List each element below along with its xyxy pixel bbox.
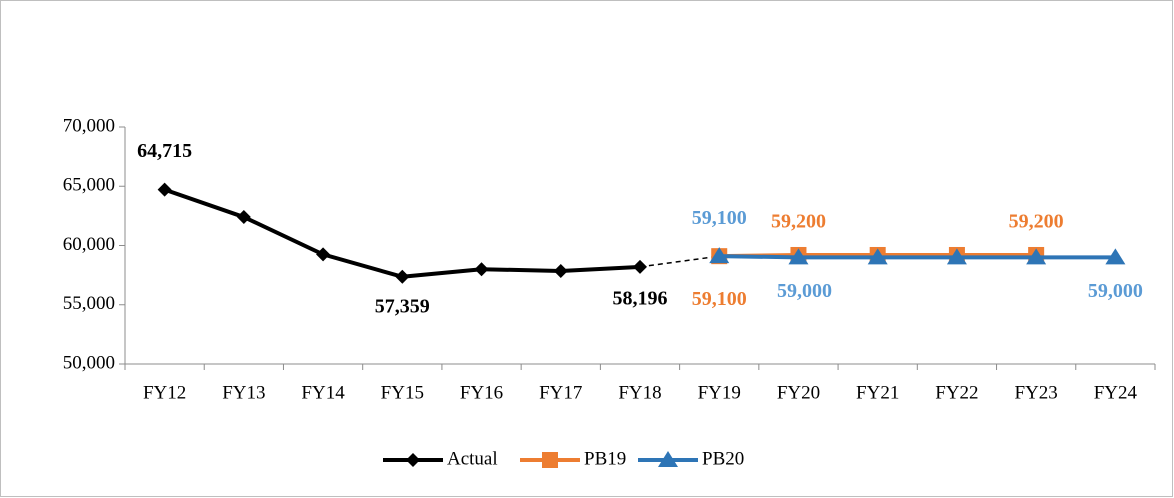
x-tick-label: FY13	[222, 382, 265, 403]
y-tick-label: 55,000	[63, 293, 115, 314]
marker	[867, 248, 888, 265]
legend-label: PB20	[702, 448, 744, 469]
legend-marker	[658, 451, 678, 467]
x-tick-label: FY19	[698, 382, 741, 403]
data-label: 58,196	[613, 287, 668, 309]
data-label: 57,359	[375, 295, 430, 317]
marker	[788, 248, 809, 265]
legend-label: PB19	[584, 448, 626, 469]
legend-marker	[406, 453, 420, 467]
marker	[316, 247, 331, 262]
x-tick-label: FY23	[1015, 382, 1058, 403]
marker	[157, 182, 172, 197]
legend-label: Actual	[447, 448, 498, 469]
x-tick-label: FY24	[1094, 382, 1138, 403]
series-line	[719, 254, 1116, 260]
marker	[633, 259, 647, 274]
x-tick-label: FY18	[618, 382, 661, 403]
connector	[639, 255, 720, 268]
x-tick-label: FY20	[777, 382, 820, 403]
y-tick-label: 50,000	[63, 352, 115, 373]
marker	[1026, 248, 1047, 265]
y-tick-label: 65,000	[63, 175, 115, 196]
marker	[946, 248, 967, 265]
data-label: 59,000	[1088, 280, 1143, 302]
data-label: 59,100	[692, 207, 747, 229]
x-tick-label: FY21	[856, 382, 899, 403]
x-tick-label: FY14	[301, 382, 345, 403]
x-tick-label: FY17	[539, 382, 582, 403]
y-tick-label: 60,000	[63, 234, 115, 255]
data-label: 59,100	[692, 288, 747, 310]
marker	[236, 210, 251, 225]
x-tick-label: FY22	[935, 382, 978, 403]
legend-marker	[542, 452, 558, 468]
marker	[474, 262, 489, 277]
x-tick-label: FY16	[460, 382, 503, 403]
marker	[709, 247, 730, 264]
data-label: 64,715	[137, 140, 192, 162]
x-tick-label: FY15	[381, 382, 424, 403]
x-tick-label: FY12	[143, 382, 186, 403]
data-label: 59,200	[771, 211, 826, 233]
data-label: 59,200	[1009, 211, 1064, 233]
marker	[395, 269, 410, 284]
data-label: 59,000	[777, 280, 832, 302]
marker	[1105, 248, 1126, 265]
y-tick-label: 70,000	[63, 115, 115, 136]
marker	[553, 263, 568, 278]
